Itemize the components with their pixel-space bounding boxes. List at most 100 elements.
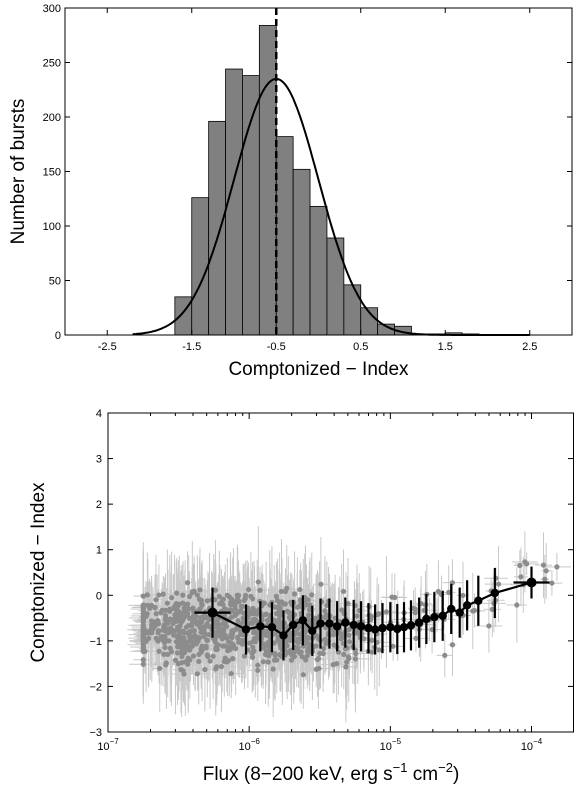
data-point — [228, 601, 234, 608]
data-point — [216, 593, 222, 600]
x-tick-label: 0.5 — [353, 341, 368, 353]
data-point — [446, 589, 452, 596]
data-point — [158, 610, 164, 616]
data-point — [168, 625, 174, 631]
data-point — [278, 588, 285, 595]
binned-point — [332, 622, 342, 631]
data-point — [246, 620, 252, 626]
scatter-panel: 10−7 10−6 10−5 10−4 −3 −2 −1 0 1 2 3 4 Flux (8−200 … — [28, 408, 574, 785]
data-point — [189, 643, 196, 649]
data-point — [199, 601, 205, 607]
data-point — [241, 653, 248, 659]
data-point — [251, 608, 257, 614]
data-point — [191, 628, 197, 634]
y-tick-label: 2 — [96, 499, 102, 511]
data-point — [161, 651, 167, 657]
data-point — [162, 607, 169, 613]
data-point — [249, 596, 256, 602]
binned-point — [267, 622, 277, 632]
data-point — [270, 666, 276, 672]
data-point — [236, 639, 242, 645]
y-tick-label: 250 — [43, 58, 61, 70]
data-point — [181, 671, 187, 677]
data-point — [198, 629, 204, 635]
data-point — [222, 621, 228, 627]
data-point — [339, 634, 345, 641]
data-point — [167, 616, 173, 622]
xlabel-part2: cm — [408, 764, 439, 785]
histogram-bar — [292, 168, 311, 336]
binned-point — [364, 623, 373, 633]
data-point — [220, 596, 227, 602]
data-point — [376, 647, 382, 653]
data-point — [216, 625, 223, 631]
data-point — [194, 671, 200, 677]
data-point — [486, 623, 492, 629]
data-point — [291, 653, 298, 660]
data-point — [460, 592, 466, 599]
binned-point — [325, 619, 334, 628]
binned-point — [490, 588, 500, 598]
data-point — [389, 594, 395, 600]
data-point — [287, 610, 294, 616]
data-point — [303, 657, 309, 663]
data-point — [265, 659, 271, 665]
data-point — [250, 617, 256, 623]
data-point — [177, 630, 183, 637]
binned-point — [455, 608, 464, 617]
data-point — [160, 591, 166, 597]
data-point — [275, 637, 281, 643]
data-point — [354, 613, 360, 619]
data-point — [235, 635, 241, 641]
data-point — [146, 603, 152, 609]
y-tick-label: 4 — [96, 408, 102, 420]
y-tick-label: 200 — [43, 112, 61, 124]
y-tick-label: −1 — [89, 636, 102, 648]
data-point — [186, 593, 193, 600]
data-point — [236, 609, 242, 615]
data-point — [255, 579, 261, 585]
histogram-bar — [326, 237, 345, 336]
binned-point — [447, 604, 456, 614]
data-point — [210, 653, 216, 659]
data-point — [153, 635, 159, 641]
y-tick-label: 300 — [43, 3, 61, 15]
xlabel-part1: Flux (8−200 keV, erg s — [203, 764, 393, 785]
binned-point — [414, 618, 424, 627]
data-point — [302, 597, 309, 603]
binned-point — [378, 623, 387, 633]
data-point — [140, 630, 146, 636]
data-point — [148, 627, 154, 634]
data-point — [221, 631, 227, 637]
binned-point — [298, 616, 308, 625]
xlabel-sup2: −2 — [438, 760, 453, 775]
data-point — [215, 620, 221, 626]
data-point — [224, 592, 230, 598]
histogram-bars — [174, 25, 480, 336]
data-point — [197, 587, 203, 593]
histogram-bar — [191, 197, 210, 336]
data-point — [345, 600, 351, 607]
binned-point — [393, 624, 402, 634]
data-point — [340, 588, 347, 595]
x-tick-label: -0.5 — [267, 341, 286, 353]
data-point — [155, 630, 161, 636]
data-point — [282, 601, 288, 607]
y-tick-label: 0 — [96, 590, 102, 602]
data-point — [174, 590, 180, 596]
binned-point — [430, 612, 439, 622]
data-point — [249, 654, 256, 660]
data-point — [204, 598, 210, 604]
data-point — [193, 641, 199, 647]
scatter-y-axis-label: Comptonized − Index — [28, 482, 49, 663]
data-point — [183, 624, 189, 630]
data-point — [323, 641, 329, 647]
data-point — [230, 656, 236, 662]
data-point — [284, 585, 290, 591]
data-point — [228, 670, 234, 677]
data-point — [183, 601, 189, 608]
x-tick-label: 1.5 — [438, 341, 453, 353]
binned-point — [207, 607, 218, 618]
data-point — [549, 580, 555, 586]
